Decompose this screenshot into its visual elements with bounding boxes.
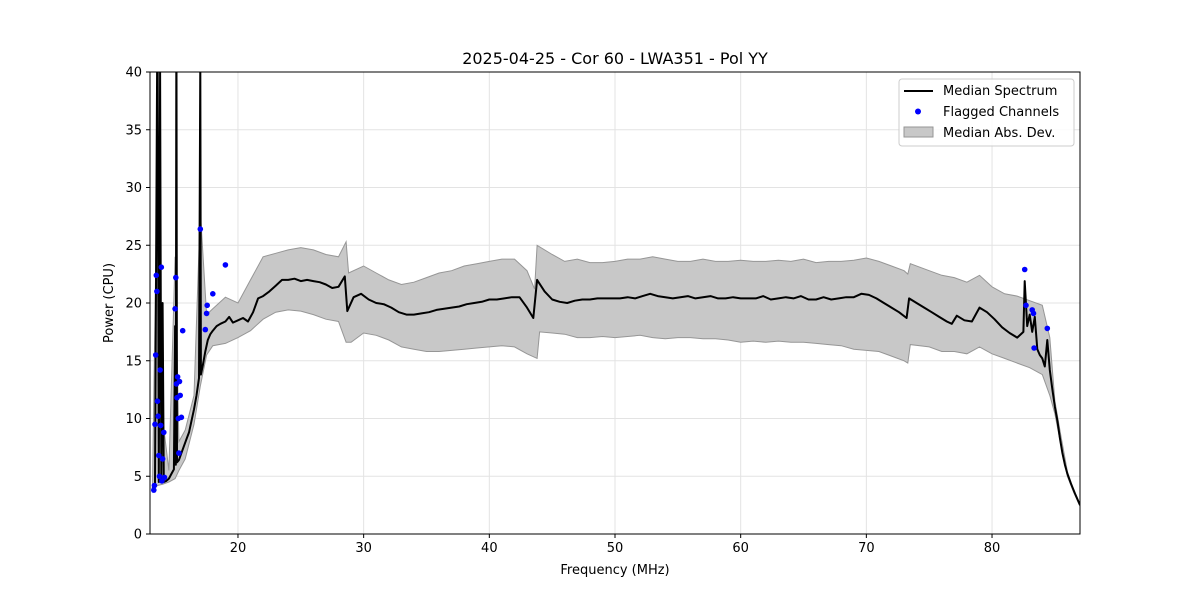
flagged-channel-point (154, 398, 161, 405)
flagged-channel-point (203, 310, 210, 317)
y-tick-label: 0 (134, 528, 142, 543)
x-tick-label: 60 (732, 541, 749, 556)
x-axis-label: Frequency (MHz) (560, 563, 669, 578)
flagged-channel-point (173, 274, 179, 281)
flagged-channel-point (1031, 345, 1037, 351)
y-tick-label: 5 (134, 470, 142, 485)
legend-mad-swatch (903, 126, 934, 138)
flagged-channel-point (151, 482, 158, 489)
flagged-channel-point (153, 272, 160, 279)
x-tick-label: 70 (858, 541, 875, 556)
flagged-channel-point (174, 374, 181, 380)
y-tick-label: 30 (125, 181, 142, 196)
flagged-channel-point (157, 367, 163, 373)
y-tick-label: 35 (125, 123, 142, 138)
plot-area (151, 72, 1080, 507)
flagged-channel-point (161, 429, 167, 436)
flagged-channel-point (202, 326, 209, 333)
y-tick-label: 15 (125, 354, 142, 369)
x-tick-label: 50 (607, 541, 624, 556)
legend: Median Spectrum Flagged Channels Median … (898, 78, 1075, 147)
x-tick-label: 80 (984, 541, 1001, 556)
axes-ticks: 20 30 40 50 60 70 80 0 5 10 15 20 25 30 35 40 (125, 66, 1000, 557)
flagged-channel-point (177, 392, 183, 399)
y-axis-label: Power (CPU) (102, 263, 117, 343)
flagged-channel-point (151, 487, 157, 493)
flagged-channel-point (161, 474, 168, 481)
flagged-channel-point (179, 327, 186, 334)
flagged-channel-point (210, 291, 216, 297)
y-tick-label: 25 (125, 239, 142, 254)
flagged-channel-point (197, 226, 204, 232)
flagged-channel-point (156, 452, 162, 459)
legend-median-label: Median Spectrum (943, 84, 1057, 99)
y-tick-label: 10 (125, 412, 142, 427)
flagged-channel-point (157, 422, 164, 429)
median-spectrum-line (151, 72, 1080, 506)
flagged-channel-point (176, 450, 182, 456)
legend-flagged-label: Flagged Channels (943, 105, 1059, 120)
flagged-channel-point (222, 262, 229, 268)
chart-title: 2025-04-25 - Cor 60 - LWA351 - Pol YY (462, 49, 768, 68)
legend-flagged-swatch (915, 108, 921, 115)
mad-band (152, 141, 1080, 507)
flagged-channel-point (154, 288, 160, 295)
y-tick-label: 40 (125, 66, 142, 81)
flagged-channel-point (158, 264, 165, 271)
legend-box (898, 78, 1075, 147)
y-tick-label: 20 (125, 297, 142, 312)
x-tick-label: 30 (355, 541, 372, 556)
flagged-channel-point (155, 413, 161, 420)
flagged-channel-point (178, 414, 185, 421)
flagged-channel-point (152, 421, 158, 428)
flagged-channel-point (1021, 266, 1028, 273)
legend-mad-label: Median Abs. Dev. (943, 126, 1055, 141)
flagged-channel-point (1023, 302, 1029, 309)
x-tick-label: 40 (481, 541, 498, 556)
flagged-channel-point (152, 352, 159, 358)
flagged-channel-point (159, 456, 166, 462)
flagged-channel-point (204, 302, 210, 309)
flagged-channel-point (172, 306, 178, 312)
flagged-channel-point (1030, 310, 1037, 317)
x-tick-label: 20 (230, 541, 247, 556)
flagged-channel-point (156, 473, 163, 480)
flagged-channel-point (176, 378, 183, 385)
flagged-channel-point (1044, 325, 1051, 332)
